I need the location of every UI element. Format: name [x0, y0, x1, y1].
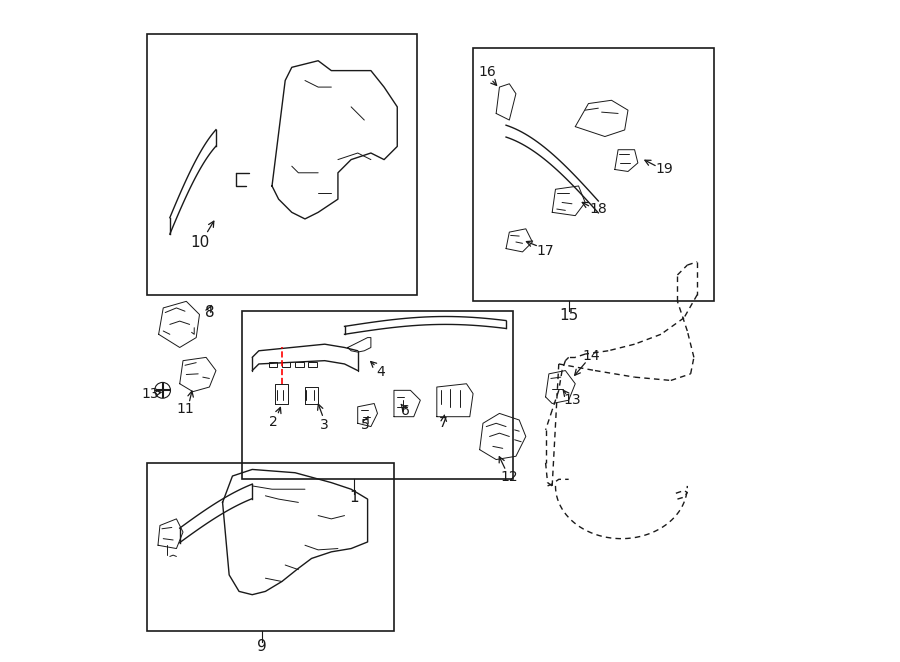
Text: 14: 14 [583, 349, 600, 363]
Bar [473, 48, 714, 301]
Text: 9: 9 [257, 639, 267, 653]
Bar [147, 463, 394, 631]
Text: 5: 5 [361, 418, 370, 432]
Bar [295, 362, 303, 367]
Text: 18: 18 [590, 202, 608, 216]
Text: 4: 4 [376, 365, 385, 379]
Text: 7: 7 [439, 416, 448, 430]
Text: 13: 13 [563, 393, 580, 407]
Bar [309, 362, 317, 367]
Text: 11: 11 [176, 402, 194, 416]
Text: 12: 12 [500, 470, 518, 485]
Bar [282, 362, 291, 367]
Bar [147, 34, 417, 295]
Text: 2: 2 [269, 415, 278, 429]
Text: 13: 13 [141, 387, 159, 401]
Text: 1: 1 [349, 491, 359, 505]
Text: 19: 19 [655, 162, 673, 177]
Bar [242, 311, 513, 479]
Text: 10: 10 [190, 234, 209, 250]
Text: 6: 6 [400, 404, 410, 418]
Text: 15: 15 [559, 308, 579, 322]
Text: 3: 3 [320, 418, 329, 432]
Text: 17: 17 [536, 244, 554, 258]
Bar [269, 362, 277, 367]
Text: 8: 8 [204, 305, 214, 320]
Text: 16: 16 [479, 65, 497, 79]
